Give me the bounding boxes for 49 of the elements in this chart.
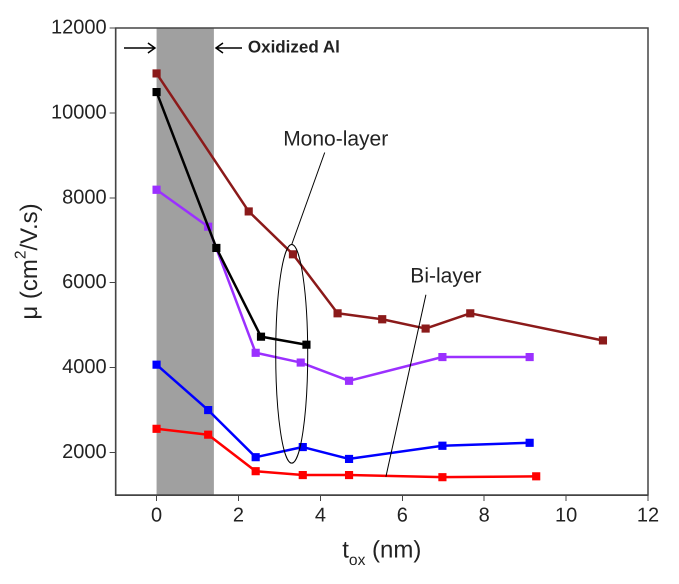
x-tick-label: 0 <box>151 504 162 527</box>
y-tick-label: 6000 <box>62 271 107 294</box>
point <box>152 360 161 369</box>
point <box>438 473 446 482</box>
y-tick-label: 2000 <box>62 441 107 464</box>
point <box>204 406 212 414</box>
x-tick-label: 4 <box>314 504 326 527</box>
x-tick-label: 2 <box>232 504 244 527</box>
x-tick-label: 8 <box>478 504 490 527</box>
point <box>438 352 446 362</box>
x-tick-label: 10 <box>554 504 578 527</box>
point <box>344 376 354 385</box>
point <box>296 358 305 367</box>
point <box>288 250 298 258</box>
x-tick-label: 12 <box>636 504 660 527</box>
y-tick-label: 12000 <box>50 16 107 39</box>
point <box>212 244 220 252</box>
point <box>334 309 342 318</box>
point <box>256 332 266 341</box>
point <box>152 186 161 194</box>
y-axis-title: μ (cm2/V.s) <box>12 203 44 320</box>
point <box>422 324 430 333</box>
y-tick-label: 8000 <box>62 186 107 208</box>
point <box>152 69 161 78</box>
point <box>152 88 161 96</box>
point <box>298 470 307 480</box>
point <box>438 442 446 450</box>
point <box>598 336 608 345</box>
annotation: Mono-layer <box>283 127 388 150</box>
point <box>344 470 354 480</box>
point <box>298 442 307 452</box>
point <box>532 472 540 480</box>
point <box>344 454 354 463</box>
point <box>204 430 212 439</box>
y-tick-label: 10000 <box>50 101 107 124</box>
y-tick-label: 4000 <box>62 356 107 378</box>
point <box>526 352 534 362</box>
point <box>252 467 260 476</box>
band-label: Oxidized Al <box>248 38 340 57</box>
point <box>466 309 474 318</box>
x-tick-label: 6 <box>396 504 408 527</box>
point <box>244 207 253 216</box>
point <box>302 340 311 349</box>
point <box>252 348 260 357</box>
annotation: Bi-layer <box>410 264 482 288</box>
point <box>526 438 534 447</box>
point <box>152 424 161 433</box>
point <box>252 453 260 462</box>
point <box>378 315 386 324</box>
